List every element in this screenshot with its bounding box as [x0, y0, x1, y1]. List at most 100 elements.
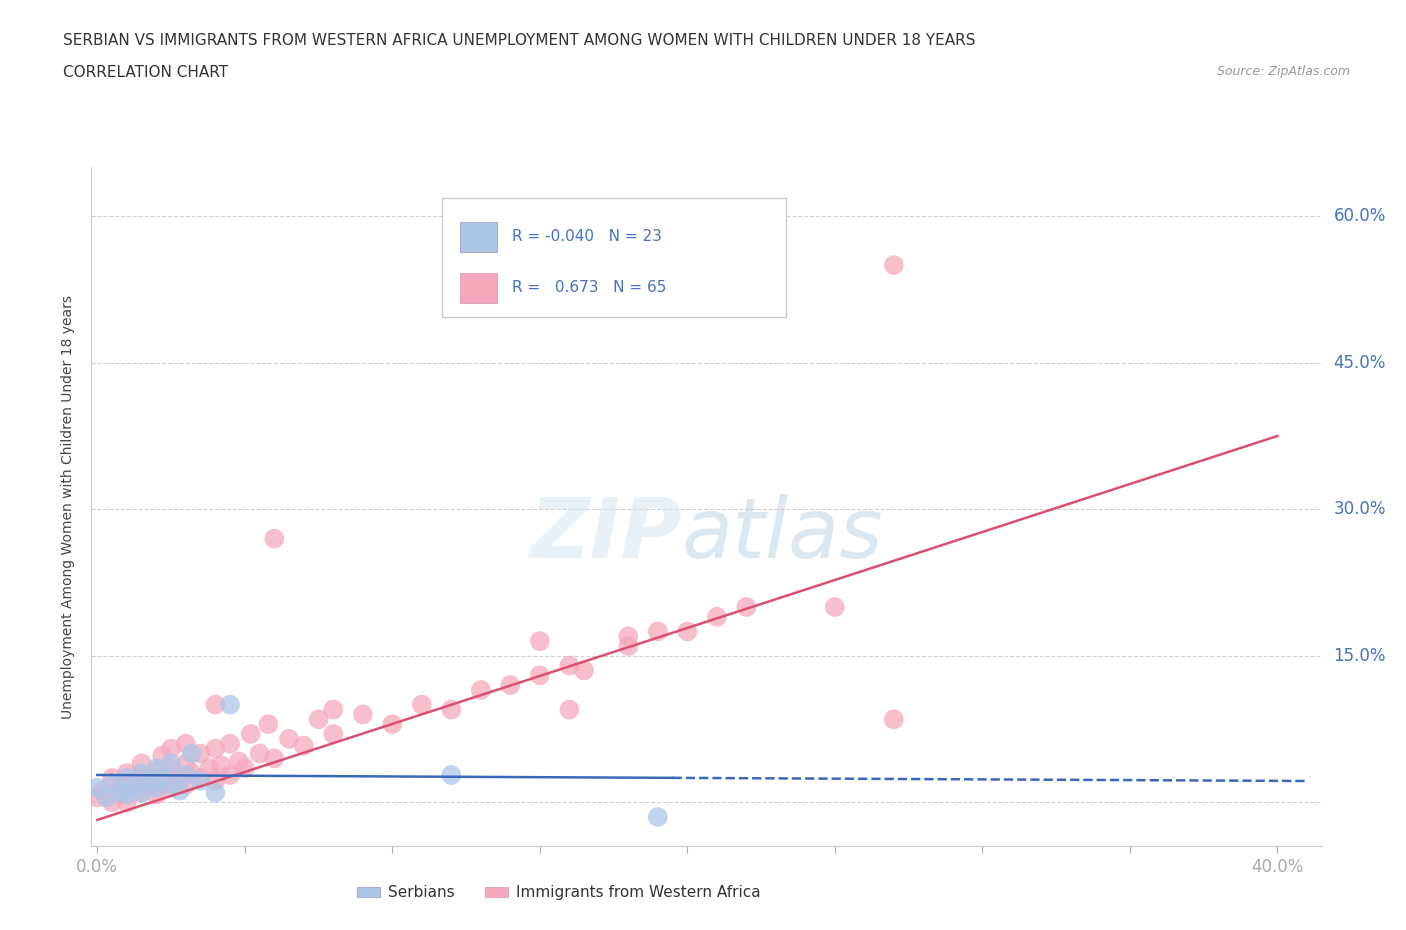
Text: R = -0.040   N = 23: R = -0.040 N = 23 [512, 230, 662, 245]
Point [139, 776, 162, 790]
Point [440, 767, 463, 782]
Text: CORRELATION CHART: CORRELATION CHART [63, 65, 228, 80]
Point [160, 761, 183, 776]
FancyBboxPatch shape [460, 272, 498, 303]
Point [558, 658, 581, 673]
Point [160, 780, 183, 795]
Point [263, 531, 285, 546]
Point [209, 758, 232, 773]
Point [735, 600, 758, 615]
Point [110, 785, 132, 800]
Point [706, 609, 728, 624]
Point [160, 756, 183, 771]
Point [150, 776, 173, 790]
Point [145, 780, 167, 795]
Point [411, 698, 433, 712]
Text: 60.0%: 60.0% [1333, 207, 1386, 225]
Point [204, 698, 226, 712]
Point [101, 770, 124, 785]
FancyBboxPatch shape [460, 221, 498, 252]
Point [228, 754, 250, 769]
Point [121, 780, 143, 795]
Text: 15.0%: 15.0% [1333, 647, 1386, 665]
Point [647, 809, 669, 824]
Point [204, 785, 226, 800]
Point [292, 738, 315, 753]
Point [101, 795, 124, 810]
Point [572, 663, 595, 678]
Text: SERBIAN VS IMMIGRANTS FROM WESTERN AFRICA UNEMPLOYMENT AMONG WOMEN WITH CHILDREN: SERBIAN VS IMMIGRANTS FROM WESTERN AFRIC… [63, 33, 976, 47]
Point [139, 777, 162, 792]
Point [883, 258, 905, 272]
Text: 45.0%: 45.0% [1333, 353, 1386, 372]
Point [115, 795, 138, 810]
Point [160, 741, 183, 756]
Point [110, 780, 132, 795]
Point [219, 767, 242, 782]
Text: ZIP: ZIP [529, 494, 682, 575]
Point [131, 765, 153, 780]
Point [204, 774, 226, 789]
Point [233, 761, 256, 776]
Point [381, 717, 404, 732]
Y-axis label: Unemployment Among Women with Children Under 18 years: Unemployment Among Women with Children U… [62, 295, 76, 719]
Point [86, 780, 108, 795]
Point [322, 726, 344, 741]
Point [145, 787, 167, 802]
Point [239, 726, 262, 741]
Point [86, 790, 108, 804]
Point [180, 746, 202, 761]
Point [278, 731, 301, 746]
Point [150, 748, 173, 763]
Point [94, 790, 117, 804]
Point [322, 702, 344, 717]
Point [824, 600, 846, 615]
Point [131, 756, 153, 771]
Point [308, 711, 330, 726]
Point [883, 711, 905, 726]
Point [131, 770, 153, 785]
Point [529, 633, 551, 648]
Point [558, 702, 581, 717]
Point [169, 783, 191, 798]
Text: 30.0%: 30.0% [1333, 500, 1386, 518]
Point [174, 767, 197, 782]
Point [150, 770, 173, 785]
Point [198, 761, 221, 776]
Point [190, 770, 212, 785]
Point [145, 764, 167, 778]
Point [121, 777, 143, 792]
Point [131, 785, 153, 800]
Point [529, 668, 551, 683]
Point [219, 698, 242, 712]
FancyBboxPatch shape [441, 198, 786, 317]
Point [470, 683, 492, 698]
Text: atlas: atlas [682, 494, 883, 575]
Point [169, 770, 191, 785]
Point [676, 624, 699, 639]
Point [174, 756, 197, 771]
Point [263, 751, 285, 765]
Point [219, 737, 242, 751]
Point [617, 639, 640, 654]
Text: R =   0.673   N = 65: R = 0.673 N = 65 [512, 281, 666, 296]
Point [101, 776, 124, 790]
Point [174, 737, 197, 751]
Point [115, 770, 138, 785]
Point [617, 629, 640, 644]
Point [257, 717, 280, 732]
Point [190, 746, 212, 761]
Point [499, 678, 522, 693]
Point [91, 783, 114, 798]
Point [131, 785, 153, 800]
Point [174, 777, 197, 792]
Point [115, 765, 138, 780]
Point [190, 774, 212, 789]
Legend: Serbians, Immigrants from Western Africa: Serbians, Immigrants from Western Africa [352, 880, 766, 907]
Text: Source: ZipAtlas.com: Source: ZipAtlas.com [1216, 65, 1350, 78]
Point [204, 741, 226, 756]
Point [249, 746, 271, 761]
Point [160, 777, 183, 792]
Point [647, 624, 669, 639]
Point [180, 765, 202, 780]
